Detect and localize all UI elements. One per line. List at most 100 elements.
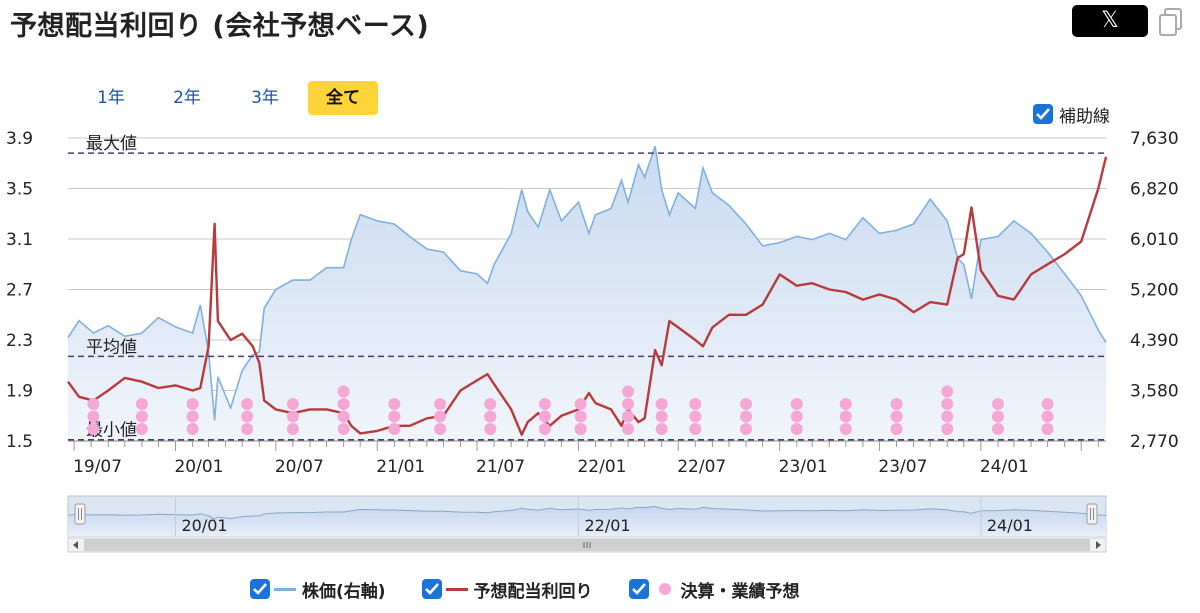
stock-area: [68, 146, 1106, 441]
event-dot: [484, 423, 497, 435]
tab-3y[interactable]: 3年: [251, 88, 279, 108]
left-tick-label: 3.1: [6, 230, 33, 250]
event-dot: [337, 385, 350, 398]
event-dot: [337, 423, 350, 435]
x-tick-label: 21/01: [376, 457, 425, 477]
event-dot: [622, 423, 635, 435]
tab-2y[interactable]: 2年: [173, 88, 201, 108]
legend-item-events[interactable]: 決算・業績予想: [628, 577, 800, 602]
event-dot: [839, 410, 852, 423]
event-dot: [538, 410, 551, 423]
event-dot: [790, 398, 803, 410]
event-dot: [941, 423, 954, 435]
stock-series: [67, 145, 1107, 441]
event-markers: [87, 385, 1054, 435]
navigator-handle[interactable]: [74, 503, 86, 525]
event-dot: [941, 398, 954, 410]
event-dot: [484, 410, 497, 423]
x-tick-label: 21/07: [476, 457, 525, 477]
line-swatch-icon: [274, 587, 296, 591]
right-tick-label: 5,200: [1130, 281, 1179, 301]
scroll-right-icon[interactable]: [1096, 541, 1101, 549]
reference-line-label: 最小値: [86, 421, 137, 441]
checkbox-icon[interactable]: [250, 579, 270, 599]
event-dot: [538, 398, 551, 410]
left-tick-label: 3.9: [6, 129, 33, 149]
right-tick-label: 6,010: [1130, 230, 1179, 250]
reference-line-label: 平均値: [86, 337, 137, 357]
event-dot: [941, 385, 954, 398]
checkbox-icon[interactable]: [421, 579, 442, 599]
event-dot: [186, 398, 199, 410]
x-tick-label: 23/07: [878, 457, 927, 477]
event-dot: [655, 410, 668, 423]
x-tick-label: 20/07: [275, 457, 324, 477]
event-dot: [337, 398, 350, 410]
event-dot: [655, 398, 668, 410]
stock-line: [67, 145, 1107, 421]
event-dot: [388, 423, 401, 435]
navigator-tick-label: 24/01: [987, 516, 1033, 535]
event-dot: [991, 398, 1004, 410]
event-dot: [1041, 410, 1054, 423]
event-dot: [388, 410, 401, 423]
event-dot: [337, 410, 350, 423]
legend-label: 決算・業績予想: [680, 581, 800, 602]
event-dot: [434, 398, 447, 410]
left-tick-label: 1.9: [6, 382, 33, 402]
event-dot: [538, 423, 551, 435]
event-dot: [622, 410, 635, 423]
tab-1y[interactable]: 1年: [97, 88, 125, 108]
event-dot: [241, 410, 254, 423]
navigator-handle[interactable]: [1086, 503, 1098, 525]
right-tick-label: 6,820: [1130, 180, 1179, 200]
event-dot: [1041, 423, 1054, 435]
navigator-tick-label: 20/01: [181, 516, 227, 535]
scroll-left-icon[interactable]: [73, 541, 78, 549]
legend-label: 予想配当利回り: [473, 581, 593, 602]
navigator[interactable]: 20/01 22/01 24/01: [67, 495, 1107, 553]
left-tick-label: 2.7: [6, 281, 33, 301]
line-swatch-icon: [445, 587, 468, 591]
event-dot: [286, 410, 299, 423]
legend-item-stock[interactable]: 株価(右軸): [250, 577, 386, 602]
event-dot: [740, 410, 753, 423]
event-dot: [740, 423, 753, 435]
aux-lines-toggle[interactable]: 補助線: [1033, 102, 1110, 127]
event-dot: [790, 423, 803, 435]
event-dot: [991, 410, 1004, 423]
event-dot: [790, 410, 803, 423]
event-dot: [286, 398, 299, 410]
left-tick-label: 1.5: [6, 432, 33, 452]
legend: 株価(右軸) 予想配当利回り 決算・業績予想: [250, 575, 836, 603]
event-dot: [135, 410, 148, 423]
checkbox-icon[interactable]: [628, 579, 649, 599]
event-dot: [622, 385, 635, 398]
event-dot: [241, 423, 254, 435]
right-tick-label: 2,770: [1130, 432, 1179, 452]
tab-all[interactable]: 全て: [308, 81, 378, 115]
event-dot: [890, 410, 903, 423]
right-tick-label: 3,580: [1130, 382, 1179, 402]
right-tick-label: 7,630: [1130, 129, 1179, 149]
x-tick-label: 20/01: [174, 457, 223, 477]
event-dot: [87, 410, 100, 423]
x-tick-label: 22/01: [577, 457, 626, 477]
navigator-area: [68, 506, 1106, 536]
legend-item-yield[interactable]: 予想配当利回り: [421, 577, 593, 602]
checkbox-icon[interactable]: [1033, 104, 1053, 124]
share-x-button[interactable]: 𝕏: [1072, 5, 1148, 37]
event-dot: [689, 423, 702, 435]
event-dot: [574, 410, 587, 423]
event-dot: [839, 398, 852, 410]
copy-icon[interactable]: [1158, 7, 1184, 37]
legend-label: 株価(右軸): [302, 581, 386, 602]
event-dot: [241, 398, 254, 410]
reference-line-label: 最大値: [86, 134, 137, 154]
event-dot: [135, 398, 148, 410]
event-dot: [87, 423, 100, 435]
page-title: 予想配当利回り (会社予想ベース): [10, 11, 430, 42]
right-tick-label: 4,390: [1130, 331, 1179, 351]
event-dot: [622, 398, 635, 410]
